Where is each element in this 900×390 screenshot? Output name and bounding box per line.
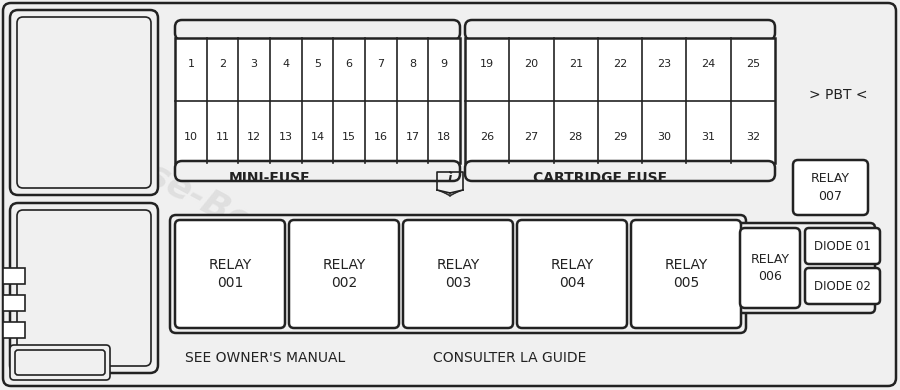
FancyBboxPatch shape bbox=[10, 10, 158, 195]
FancyBboxPatch shape bbox=[465, 20, 775, 40]
Text: CONSULTER LA GUIDE: CONSULTER LA GUIDE bbox=[433, 351, 587, 365]
Bar bbox=[175, 38, 460, 163]
Bar bbox=[3, 268, 25, 284]
Text: 8: 8 bbox=[409, 59, 416, 69]
Text: Fuse-Box.info: Fuse-Box.info bbox=[100, 135, 360, 295]
Text: 22: 22 bbox=[613, 59, 627, 69]
FancyBboxPatch shape bbox=[289, 220, 399, 328]
Text: CARTRIDGE FUSE: CARTRIDGE FUSE bbox=[533, 171, 667, 185]
Text: i: i bbox=[448, 172, 452, 185]
Text: 32: 32 bbox=[746, 132, 760, 142]
Text: MINI-FUSE: MINI-FUSE bbox=[230, 171, 310, 185]
FancyBboxPatch shape bbox=[465, 161, 775, 181]
Text: RELAY
001: RELAY 001 bbox=[209, 258, 252, 290]
Bar bbox=[3, 322, 25, 338]
Text: 24: 24 bbox=[701, 59, 716, 69]
FancyBboxPatch shape bbox=[15, 350, 105, 375]
Text: 6: 6 bbox=[346, 59, 353, 69]
FancyBboxPatch shape bbox=[10, 345, 110, 380]
Text: RELAY
006: RELAY 006 bbox=[751, 253, 789, 283]
Text: SEE OWNER'S MANUAL: SEE OWNER'S MANUAL bbox=[184, 351, 345, 365]
Text: DIODE 02: DIODE 02 bbox=[814, 280, 871, 292]
Text: 28: 28 bbox=[569, 132, 583, 142]
Text: 4: 4 bbox=[283, 59, 290, 69]
Text: 9: 9 bbox=[441, 59, 447, 69]
FancyBboxPatch shape bbox=[170, 215, 746, 333]
Text: 26: 26 bbox=[480, 132, 494, 142]
Text: RELAY
002: RELAY 002 bbox=[322, 258, 365, 290]
FancyBboxPatch shape bbox=[805, 268, 880, 304]
FancyBboxPatch shape bbox=[175, 161, 460, 181]
Text: 3: 3 bbox=[251, 59, 257, 69]
Text: > PBT <: > PBT < bbox=[809, 88, 868, 102]
Text: 20: 20 bbox=[525, 59, 538, 69]
FancyBboxPatch shape bbox=[517, 220, 627, 328]
FancyBboxPatch shape bbox=[735, 223, 875, 313]
Text: 11: 11 bbox=[215, 132, 230, 142]
Bar bbox=[465, 38, 775, 163]
FancyBboxPatch shape bbox=[175, 20, 460, 40]
Text: DIODE 01: DIODE 01 bbox=[814, 239, 871, 252]
Text: 19: 19 bbox=[480, 59, 494, 69]
Text: 17: 17 bbox=[405, 132, 419, 142]
Bar bbox=[3, 295, 25, 311]
Text: 14: 14 bbox=[310, 132, 325, 142]
FancyBboxPatch shape bbox=[175, 220, 285, 328]
Text: RELAY
003: RELAY 003 bbox=[436, 258, 480, 290]
Text: 30: 30 bbox=[657, 132, 671, 142]
Text: RELAY
005: RELAY 005 bbox=[664, 258, 707, 290]
Text: RELAY
007: RELAY 007 bbox=[811, 172, 850, 202]
Text: 10: 10 bbox=[184, 132, 198, 142]
Text: 15: 15 bbox=[342, 132, 356, 142]
Text: 29: 29 bbox=[613, 132, 627, 142]
FancyBboxPatch shape bbox=[631, 220, 741, 328]
Text: 13: 13 bbox=[279, 132, 292, 142]
Text: 1: 1 bbox=[187, 59, 194, 69]
Text: 16: 16 bbox=[374, 132, 388, 142]
Text: 7: 7 bbox=[377, 59, 384, 69]
Text: 23: 23 bbox=[657, 59, 671, 69]
FancyBboxPatch shape bbox=[3, 3, 896, 386]
FancyBboxPatch shape bbox=[17, 210, 151, 366]
FancyBboxPatch shape bbox=[740, 228, 800, 308]
Text: 2: 2 bbox=[219, 59, 226, 69]
FancyBboxPatch shape bbox=[10, 203, 158, 373]
Text: 12: 12 bbox=[248, 132, 261, 142]
Text: 31: 31 bbox=[702, 132, 716, 142]
FancyBboxPatch shape bbox=[805, 228, 880, 264]
Text: 25: 25 bbox=[746, 59, 760, 69]
FancyBboxPatch shape bbox=[793, 160, 868, 215]
Text: 21: 21 bbox=[569, 59, 583, 69]
FancyBboxPatch shape bbox=[403, 220, 513, 328]
Text: RELAY
004: RELAY 004 bbox=[551, 258, 594, 290]
FancyBboxPatch shape bbox=[17, 17, 151, 188]
Text: 5: 5 bbox=[314, 59, 321, 69]
Text: 27: 27 bbox=[525, 132, 538, 142]
Text: 18: 18 bbox=[437, 132, 451, 142]
